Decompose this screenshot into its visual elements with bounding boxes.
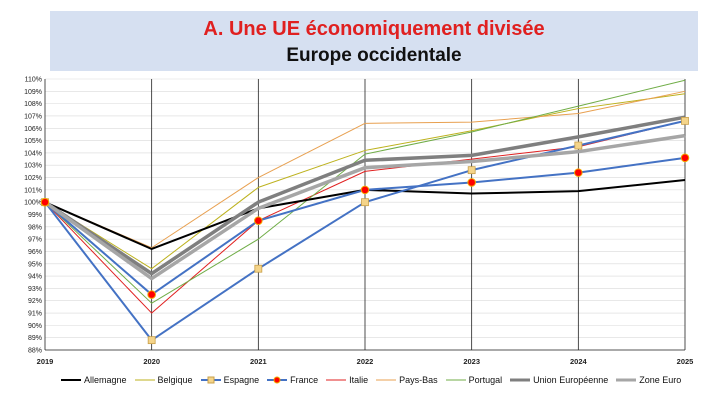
y-tick-label: 95% — [28, 261, 42, 268]
chart-title: A. Une UE économiquement divisée — [203, 18, 545, 40]
data-point-marker — [574, 141, 583, 150]
data-point-marker — [254, 264, 263, 273]
y-tick-label: 89% — [28, 335, 42, 342]
legend-item: Italie — [325, 375, 368, 385]
legend-item: Belgique — [134, 375, 193, 385]
y-tick-label: 110% — [25, 77, 42, 84]
legend-item: Espagne — [200, 375, 260, 385]
legend-label: Belgique — [157, 375, 193, 385]
series-line-portugal — [44, 79, 686, 304]
data-point-marker — [467, 178, 476, 187]
x-tick-label: 2024 — [570, 357, 588, 366]
data-point-marker — [40, 197, 50, 207]
y-tick-label: 105% — [24, 138, 42, 145]
legend-swatch — [510, 378, 531, 382]
y-tick-label: 94% — [28, 274, 42, 281]
legend-label: France — [290, 375, 319, 385]
y-tick-label: 100% — [24, 200, 42, 207]
y-tick-label: 90% — [28, 323, 42, 330]
y-tick-label: 103% — [24, 163, 42, 170]
x-tick-label: 2023 — [463, 357, 480, 366]
chart-title-box: A. Une UE économiquement divisée Europe … — [50, 11, 698, 71]
series-line-union-européenne — [44, 115, 686, 276]
y-tick-label: 107% — [24, 113, 42, 120]
y-tick-label: 96% — [28, 249, 42, 256]
data-point-marker — [681, 116, 689, 125]
legend-item: Pays-Bas — [375, 375, 438, 385]
chart-subtitle: Europe occidentale — [286, 45, 462, 66]
y-tick-label: 99% — [28, 212, 42, 219]
legend-swatch — [376, 379, 397, 381]
legend-label: Pays-Bas — [399, 375, 438, 385]
legend-swatch — [61, 379, 81, 381]
legend-item: Allemagne — [60, 375, 127, 385]
x-tick-label: 2021 — [250, 357, 267, 366]
x-tick-label: 2025 — [677, 357, 694, 366]
data-point-marker — [147, 290, 156, 299]
x-tick-label: 2019 — [37, 357, 54, 366]
legend-item: Portugal — [445, 375, 503, 385]
y-tick-label: 93% — [28, 286, 42, 293]
y-tick-label: 106% — [24, 126, 42, 133]
data-point-marker — [467, 166, 476, 175]
legend-swatch — [200, 376, 221, 384]
legend-label: Espagne — [223, 375, 260, 385]
y-tick-label: 102% — [24, 175, 42, 182]
legend-label: Allemagne — [84, 375, 127, 385]
y-tick-label: 104% — [24, 150, 42, 157]
data-point-marker — [254, 216, 263, 225]
legend-label: Zone Euro — [639, 375, 682, 385]
chart-legend: Allemagne Belgique Espagne France Italie Pays… — [60, 373, 700, 387]
data-point-marker — [360, 185, 370, 195]
y-tick-label: 92% — [28, 298, 42, 305]
y-tick-label: 101% — [24, 187, 42, 194]
x-tick-label: 2022 — [357, 357, 374, 366]
legend-item: France — [266, 375, 318, 385]
legend-swatch — [445, 379, 466, 381]
legend-swatch — [267, 376, 288, 384]
data-point-marker — [361, 198, 369, 207]
legend-item: Zone Euro — [615, 375, 681, 385]
series-line-pays-bas — [44, 90, 686, 249]
y-tick-label: 109% — [24, 89, 42, 96]
legend-swatch — [134, 379, 155, 381]
y-tick-label: 88% — [28, 348, 42, 355]
legend-swatch — [616, 378, 637, 382]
y-tick-label: 91% — [28, 311, 42, 318]
legend-item: Union Européenne — [509, 375, 608, 385]
y-tick-label: 98% — [28, 224, 42, 231]
legend-swatch — [326, 379, 347, 381]
data-point-marker — [574, 168, 583, 177]
series-line-belgique — [44, 93, 686, 270]
series-line-zone-euro — [43, 133, 686, 281]
legend-label: Italie — [349, 375, 369, 385]
legend-label: Union Européenne — [533, 375, 609, 385]
data-point-marker — [147, 336, 156, 345]
x-tick-label: 2020 — [143, 357, 160, 366]
y-tick-label: 97% — [28, 237, 42, 244]
y-tick-label: 108% — [24, 101, 42, 108]
data-point-marker — [680, 153, 690, 163]
legend-label: Portugal — [468, 375, 503, 385]
